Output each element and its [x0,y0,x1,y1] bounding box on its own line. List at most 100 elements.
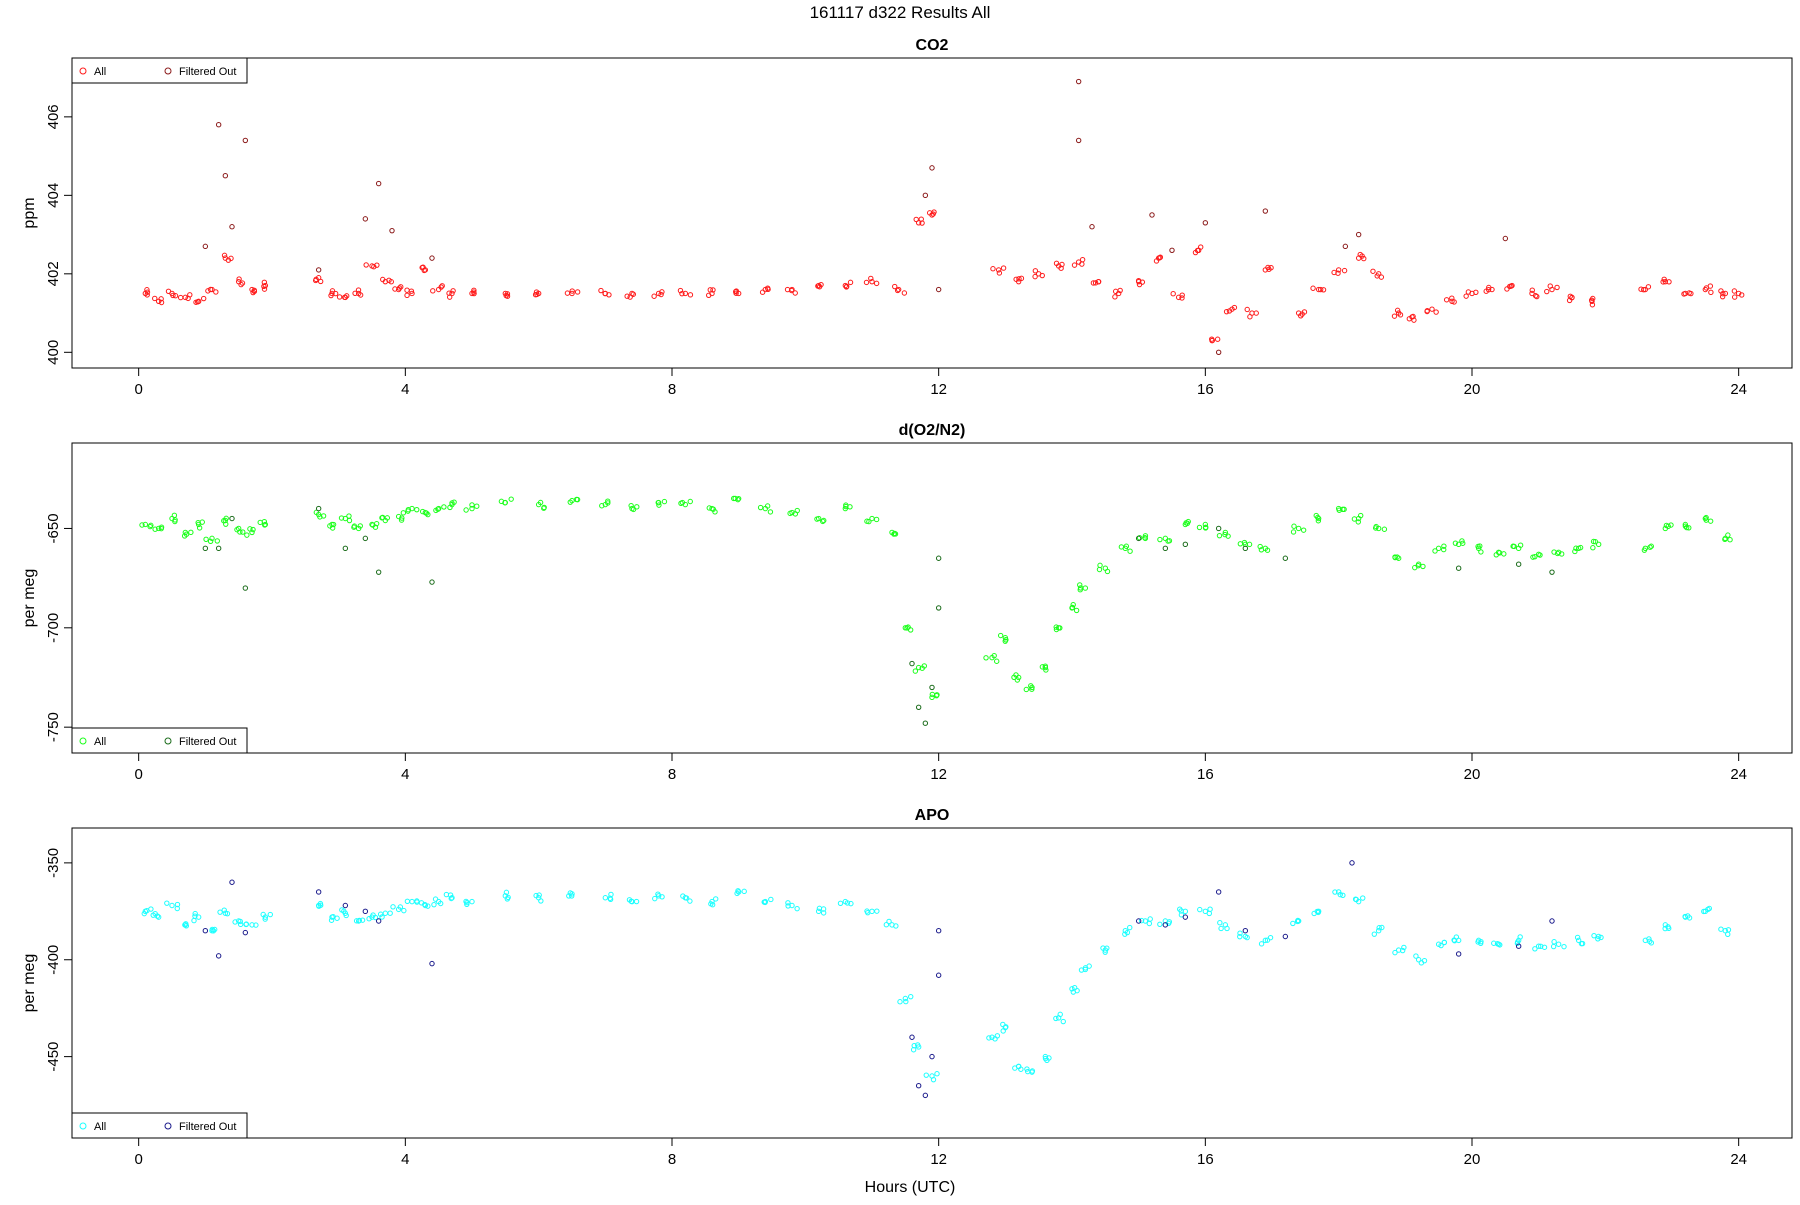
legend: All Filtered Out [71,727,248,754]
data-point [1077,582,1083,588]
data-point [935,286,942,293]
data-point [446,290,452,296]
data-point [1127,548,1133,554]
legend-marker-filtered-out [164,737,172,745]
data-point [1727,537,1733,543]
y-tick-label: -650 [45,513,62,543]
data-point [1320,287,1327,293]
data-point [1095,279,1102,285]
data-point [158,524,165,530]
data-point [387,910,393,916]
data-point [1242,545,1249,552]
data-point [1202,521,1209,528]
data-point [1042,663,1049,669]
data-point [1073,607,1080,614]
data-point [1455,951,1462,957]
y-tick-label: -700 [45,613,62,643]
data-point [1003,637,1009,643]
data-point [247,526,253,532]
data-point [362,535,369,542]
data-point [1725,532,1731,538]
data-point [1096,566,1103,573]
data-point [317,900,324,907]
data-point [1373,523,1379,530]
y-tick-label: 406 [45,104,62,129]
legend-marker-filtered-out [164,1122,172,1130]
data-point [200,295,207,302]
data-point [1197,906,1203,913]
data-point [1494,940,1501,947]
data-point [1341,267,1348,274]
data-point [237,918,243,925]
data-point [1112,288,1119,295]
data-point [574,289,581,295]
data-point [448,895,454,902]
data-point [1244,934,1250,941]
data-point [1100,945,1106,951]
data-point [1075,137,1082,144]
data-point [844,283,850,290]
data-point [1142,918,1149,924]
data-point [652,895,658,902]
data-point [1016,276,1022,282]
data-point [1392,554,1398,560]
data-point [215,953,222,959]
data-point [405,506,412,513]
data-point [1415,957,1422,963]
data-point [142,521,149,528]
data-point [1452,540,1459,546]
data-point [1370,268,1376,274]
data-point [630,506,637,513]
data-point [1264,547,1271,553]
data-point [1170,291,1176,297]
legend-box [71,57,248,84]
data-point [627,294,633,300]
data-point [338,515,345,521]
data-point [401,907,407,914]
data-point [1092,280,1099,286]
data-point [1258,941,1265,947]
data-point [1000,1021,1006,1028]
data-point [211,926,218,933]
data-point [1359,253,1365,259]
data-point [1215,889,1222,895]
data-point [1332,889,1338,895]
data-point [188,529,194,536]
data-point [1169,247,1175,253]
x-tick-label: 4 [401,766,409,783]
data-point [1558,551,1565,557]
x-tick-label: 24 [1730,766,1747,783]
data-point [1315,514,1321,521]
legend-label-all: All [94,66,106,78]
data-point [1502,235,1509,242]
data-point [655,499,661,506]
x-tick-label: 8 [668,1151,676,1168]
data-point [240,529,246,535]
data-point [181,533,188,539]
data-point [1089,224,1095,230]
x-tick-label: 24 [1730,1151,1747,1168]
data-point [1295,525,1302,532]
data-point [679,499,686,506]
data-point [1149,212,1155,218]
data-point [504,291,511,297]
data-point [814,516,820,522]
data-point [328,292,334,299]
data-point [1722,536,1728,542]
data-point [1162,535,1169,542]
data-point [342,902,349,909]
data-point [1731,294,1738,300]
data-point [508,496,514,502]
data-point [1569,295,1575,301]
data-point [1071,984,1078,991]
data-point [155,914,162,920]
data-point [194,299,201,305]
data-point [185,295,191,302]
data-point [1517,934,1523,940]
data-point [398,517,405,523]
data-point [930,1076,937,1083]
data-point [708,901,714,907]
data-point [441,504,447,510]
data-point [922,192,929,199]
data-point [327,523,333,529]
